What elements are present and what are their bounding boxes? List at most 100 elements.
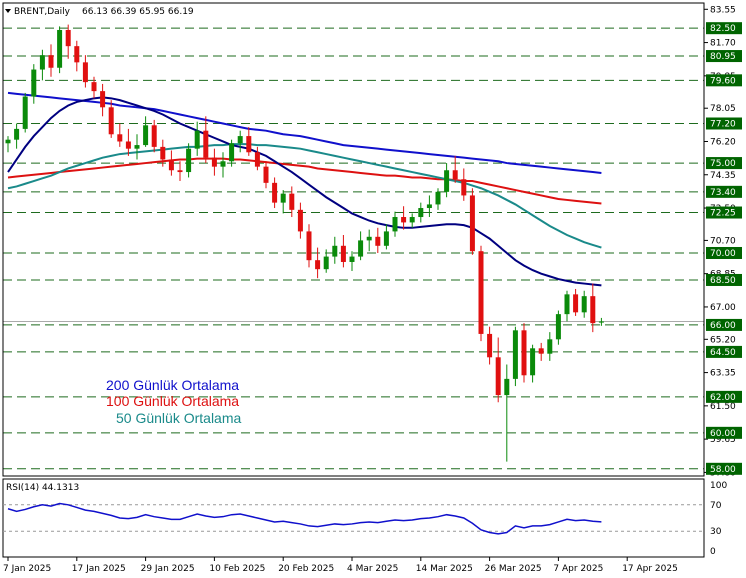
- candle-body-15: [134, 145, 140, 149]
- candle-body-6: [57, 29, 63, 68]
- x-tick-label-8: 7 Apr 2025: [553, 564, 603, 574]
- level-label-11: 62.00: [710, 393, 736, 403]
- candle-body-22: [194, 130, 200, 149]
- level-badge-4: [706, 157, 742, 170]
- symbol-label: BRENT,Daily: [14, 7, 71, 17]
- x-tick-label-2: 29 Jan 2025: [141, 564, 195, 574]
- candle-body-13: [117, 134, 123, 142]
- candle-body-10: [91, 82, 97, 92]
- candle-body-62: [538, 348, 544, 354]
- candle-body-20: [177, 170, 183, 173]
- level-label-2: 79.60: [710, 76, 736, 86]
- chart-header: BRENT,Daily 66.13 66.39 65.95 66.19: [5, 7, 194, 17]
- ma-line-3: [7, 96, 602, 287]
- legend: 200 Günlük Ortalama 100 Günlük Ortalama …: [106, 377, 241, 426]
- candle-body-4: [39, 55, 45, 70]
- rsi-tick-1: 70: [710, 501, 722, 511]
- candlesticks: [5, 24, 604, 462]
- level-badge-12: [706, 426, 742, 439]
- time-axis: 7 Jan 2025 17 Jan 2025 29 Jan 2025 10 Feb 2…: [3, 557, 678, 574]
- candle-body-59: [512, 330, 518, 379]
- level-badge-1: [706, 50, 742, 63]
- y-tick-label-13: 59.65: [710, 435, 736, 445]
- y-tick-label-0: 83.55: [710, 5, 736, 15]
- rsi-tick-2: 30: [710, 527, 722, 537]
- candle-body-64: [555, 314, 561, 340]
- level-label-9: 66.00: [710, 321, 736, 331]
- level-badge-0: [706, 22, 742, 35]
- candle-body-14: [125, 141, 131, 149]
- ohlc-readout: 66.13 66.39 65.95 66.19: [82, 7, 194, 17]
- level-label-0: 82.50: [710, 24, 736, 34]
- candle-body-38: [332, 245, 338, 257]
- candle-body-24: [211, 157, 217, 167]
- dropdown-icon: [5, 9, 11, 13]
- candle-body-35: [306, 231, 312, 261]
- candle-body-61: [530, 348, 536, 376]
- candle-body-32: [280, 193, 286, 203]
- x-tick-label-1: 17 Jan 2025: [72, 564, 126, 574]
- candle-body-69: [598, 321, 604, 323]
- candle-body-12: [108, 107, 114, 135]
- candle-body-58: [504, 378, 510, 396]
- candle-body-56: [487, 333, 493, 358]
- candle-body-67: [581, 296, 587, 313]
- level-badge-11: [706, 390, 742, 403]
- level-label-12: 60.00: [710, 429, 736, 439]
- main-frame: [2, 2, 705, 477]
- candle-body-43: [375, 236, 381, 246]
- x-tick-label-5: 4 Mar 2025: [347, 564, 398, 574]
- level-label-4: 75.00: [710, 159, 736, 169]
- candle-body-1: [14, 128, 20, 140]
- candle-body-40: [349, 256, 355, 262]
- rsi-label: RSI(14) 44.1313: [6, 483, 79, 493]
- level-label-3: 77.20: [710, 119, 736, 129]
- candle-body-9: [82, 62, 88, 83]
- y-tick-label-1: 81.70: [710, 39, 736, 49]
- level-label-8: 68.50: [710, 276, 736, 286]
- candle-body-57: [495, 357, 501, 396]
- rsi-line: [7, 502, 602, 535]
- rsi-panel: 100 70 30 0: [3, 481, 727, 557]
- candle-body-5: [48, 55, 54, 68]
- candle-body-63: [547, 339, 553, 354]
- candle-body-21: [186, 148, 192, 173]
- candle-body-17: [151, 125, 157, 147]
- y-tick-label-7: 70.70: [710, 236, 736, 246]
- candle-body-33: [289, 193, 295, 210]
- x-tick-label-4: 20 Feb 2025: [278, 564, 334, 574]
- ma-line-0: [7, 91, 602, 174]
- legend-100: 100 Günlük Ortalama: [106, 393, 239, 409]
- candle-body-42: [366, 236, 372, 241]
- level-badge-2: [706, 74, 742, 87]
- level-badge-9: [706, 318, 742, 331]
- candle-body-16: [143, 125, 149, 146]
- ma-line-2: [7, 143, 602, 249]
- candle-body-27: [237, 136, 243, 144]
- level-label-1: 80.95: [710, 52, 736, 62]
- x-tick-label-0: 7 Jan 2025: [3, 564, 51, 574]
- ma-line-1: [7, 157, 602, 205]
- level-badge-5: [706, 185, 742, 198]
- candle-body-28: [246, 136, 252, 153]
- candle-body-52: [452, 170, 458, 180]
- y-tick-label-12: 61.50: [710, 402, 736, 412]
- level-label-13: 58.00: [710, 465, 736, 475]
- level-badge-10: [706, 345, 742, 358]
- candle-body-46: [401, 217, 407, 223]
- candle-body-55: [478, 251, 484, 334]
- legend-200: 200 Günlük Ortalama: [106, 377, 239, 393]
- candle-body-47: [409, 217, 415, 223]
- y-tick-label-4: 76.20: [710, 137, 736, 147]
- candle-body-45: [392, 217, 398, 232]
- candle-body-31: [272, 182, 278, 203]
- candle-body-18: [160, 146, 166, 160]
- candle-body-39: [340, 245, 346, 262]
- candle-body-44: [383, 231, 389, 246]
- candle-body-50: [435, 191, 441, 205]
- candle-body-26: [229, 143, 235, 162]
- y-tick-label-3: 78.05: [710, 104, 736, 114]
- candle-body-30: [263, 166, 269, 183]
- candle-body-7: [65, 29, 71, 47]
